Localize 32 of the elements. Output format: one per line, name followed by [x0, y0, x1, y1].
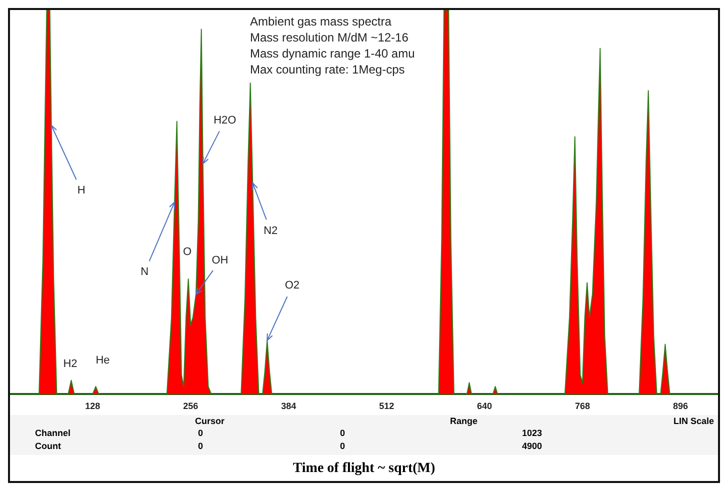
annotation: Ambient gas mass spectra — [250, 14, 392, 28]
x-tick-label: 640 — [477, 401, 492, 412]
text: Channel — [35, 427, 71, 439]
annotation: N2 — [264, 224, 278, 237]
text: Count — [35, 440, 61, 452]
text: 0 — [198, 440, 204, 452]
text: 0 — [198, 427, 204, 439]
text: LIN Scale — [673, 415, 714, 427]
x-tick-label: 512 — [379, 401, 394, 412]
annotation: H — [77, 184, 86, 197]
x-tick-label: 768 — [575, 401, 590, 412]
text: Cursor — [195, 415, 225, 427]
annotation: N — [140, 266, 149, 278]
text: 4900 — [522, 440, 542, 452]
x-tick-label: 128 — [85, 401, 100, 412]
text: 0 — [340, 440, 346, 452]
annotation: He — [96, 354, 110, 367]
text: 1023 — [522, 427, 542, 439]
x-tick-label: 256 — [183, 401, 198, 412]
text: Range — [450, 415, 478, 427]
text: 0 — [340, 427, 346, 439]
annotation: H2O — [214, 114, 237, 127]
annotation: O — [183, 246, 192, 258]
annotation: Max counting rate: 1Meg-cps — [250, 62, 405, 76]
annotation: H2 — [63, 358, 78, 370]
x-tick-label: 896 — [672, 401, 688, 412]
annotation: OH — [212, 254, 228, 267]
annotation: Mass dynamic range 1-40 amu — [250, 46, 415, 60]
x-axis-title: Time of flight ~ sqrt(M) — [292, 460, 436, 478]
x-tick-label: 384 — [281, 401, 296, 412]
annotation: O2 — [284, 280, 300, 292]
annotation: Mass resolution M/dM ~12-16 — [250, 30, 409, 44]
